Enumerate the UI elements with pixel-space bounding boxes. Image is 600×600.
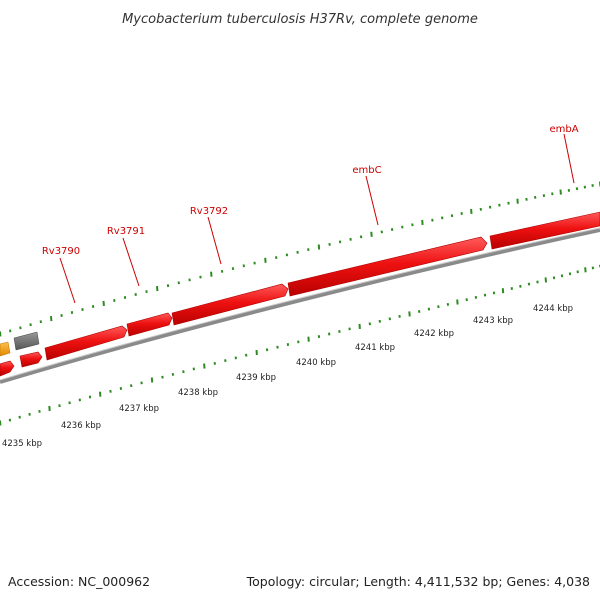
gene-label-rv3791: Rv3791 [107,226,145,237]
gene-leader-lines [59,133,575,304]
accession-text: Accession: NC_000962 [8,574,151,589]
genome-backbone-highlight [0,227,600,381]
gene-rv3791[interactable] [126,312,173,337]
map-title: Mycobacterium tuberculosis H37Rv, comple… [122,12,478,27]
tick-label-4240: 4240 kbp [296,358,336,368]
tick-label-4238: 4238 kbp [178,388,218,398]
tick-label-4241: 4241 kbp [355,343,395,353]
gene-rv3792[interactable] [171,283,289,326]
tick-label-4236: 4236 kbp [61,421,101,431]
gene-features [0,211,600,377]
tick-label-4237: 4237 kbp [119,404,159,414]
genome-backbone [0,228,600,384]
gene-lower-1[interactable] [19,351,43,368]
feature-gray[interactable] [13,331,40,351]
gene-embc[interactable] [287,236,488,297]
tick-label-4244: 4244 kbp [533,304,573,314]
feature-orange[interactable] [0,341,11,357]
gene-emba[interactable] [489,211,600,250]
gene-label-rv3792: Rv3792 [190,206,228,217]
gene-rv3790[interactable] [44,325,128,361]
tick-label-4243: 4243 kbp [473,316,513,326]
gene-lower-2[interactable] [0,360,15,377]
summary-text: Topology: circular; Length: 4,411,532 bp… [246,574,590,589]
gene-label-embc: embC [352,165,381,176]
tick-label-4242: 4242 kbp [414,329,454,339]
gene-label-emba: embA [549,124,578,135]
gene-label-rv3790: Rv3790 [42,246,80,257]
lower-tick-ring [0,264,600,426]
tick-label-4239: 4239 kbp [236,373,276,383]
upper-tick-ring [0,181,600,337]
tick-label-4235: 4235 kbp [2,439,42,449]
